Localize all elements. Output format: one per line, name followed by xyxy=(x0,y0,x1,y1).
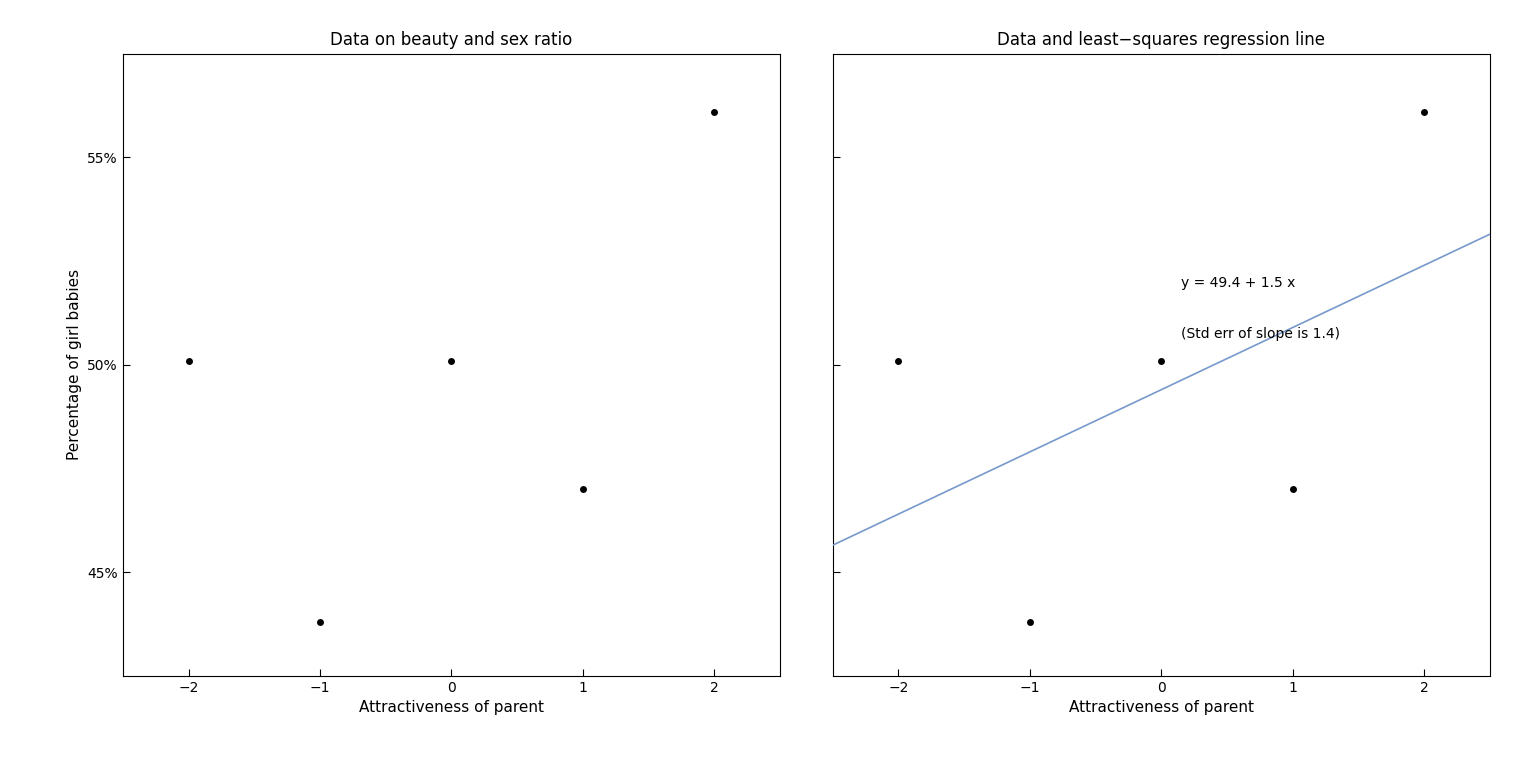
Point xyxy=(571,483,596,495)
Point xyxy=(886,355,911,367)
Point xyxy=(1017,616,1041,628)
Point xyxy=(702,106,727,118)
X-axis label: Attractiveness of parent: Attractiveness of parent xyxy=(359,700,544,715)
Point xyxy=(439,355,464,367)
Point xyxy=(1149,355,1174,367)
Point xyxy=(1281,483,1306,495)
Text: y = 49.4 + 1.5 x: y = 49.4 + 1.5 x xyxy=(1181,276,1295,290)
X-axis label: Attractiveness of parent: Attractiveness of parent xyxy=(1069,700,1253,715)
Text: (Std err of slope is 1.4): (Std err of slope is 1.4) xyxy=(1181,327,1339,342)
Y-axis label: Percentage of girl babies: Percentage of girl babies xyxy=(68,270,81,460)
Title: Data on beauty and sex ratio: Data on beauty and sex ratio xyxy=(330,31,573,49)
Point xyxy=(307,616,332,628)
Title: Data and least−squares regression line: Data and least−squares regression line xyxy=(997,31,1326,49)
Point xyxy=(1412,106,1436,118)
Point xyxy=(177,355,201,367)
